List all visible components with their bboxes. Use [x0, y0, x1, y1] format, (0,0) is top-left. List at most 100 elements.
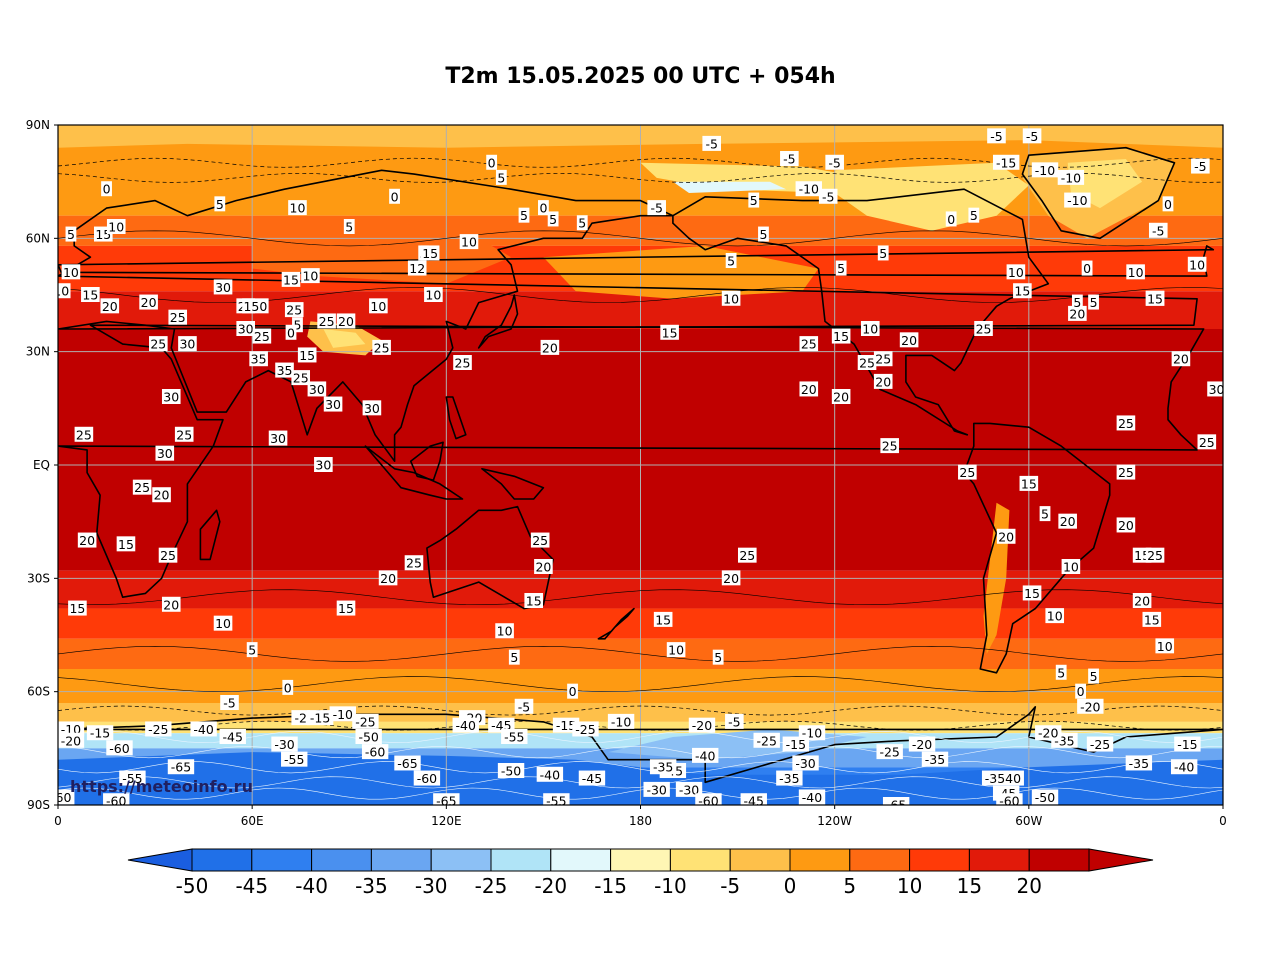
contour-label: 10 [495, 623, 514, 639]
svg-text:-15: -15 [1177, 737, 1197, 752]
contour-label: 25 [1116, 464, 1136, 480]
svg-text:-30: -30 [274, 737, 294, 752]
colorbar-label: -35 [355, 874, 388, 898]
contour-label: -45 [578, 770, 606, 786]
svg-text:-5: -5 [705, 136, 717, 151]
colorbar-segment [729, 848, 791, 872]
contour-label: -25 [145, 721, 172, 737]
colorbar-label: 15 [957, 874, 982, 898]
colorbar-segment [311, 848, 372, 872]
contour-labels: -5-5-5-5-5050510505105055-5555-10-555051… [58, 128, 1223, 809]
svg-text:30: 30 [309, 382, 325, 397]
contour-label: -10 [795, 181, 822, 197]
svg-text:-60: -60 [999, 794, 1019, 809]
contour-label: 5 [246, 642, 258, 658]
svg-text:0: 0 [284, 680, 292, 695]
svg-text:20: 20 [338, 314, 354, 329]
svg-text:-65: -65 [397, 756, 417, 771]
contour-label: 15 [1142, 611, 1162, 627]
colorbar-label: -30 [415, 874, 448, 898]
svg-text:10: 10 [290, 201, 306, 216]
contour-label: -60 [996, 793, 1023, 809]
contour-label: 5 [1039, 506, 1051, 522]
svg-text:-20: -20 [692, 718, 712, 733]
svg-text:-35: -35 [925, 752, 945, 767]
contour-label: -5 [220, 695, 239, 711]
contour-label: 20 [1116, 517, 1136, 533]
japan-outline [477, 294, 519, 349]
svg-text:-5: -5 [223, 696, 235, 711]
isotherm-line [58, 676, 1223, 692]
contour-label: 20 [77, 532, 97, 548]
contour-label: -25 [1086, 736, 1114, 752]
contour-label: 5 [1088, 668, 1099, 684]
contour-label: 0 [1075, 683, 1087, 699]
lon-tick-label: 60W [1015, 814, 1042, 828]
svg-text:-5: -5 [783, 152, 795, 167]
contour-label: -5 [514, 698, 534, 714]
svg-text:-65: -65 [171, 760, 191, 775]
contour-label: 10 [459, 234, 479, 250]
svg-text:-15: -15 [556, 718, 576, 733]
contour-label: -20 [58, 732, 85, 748]
contour-label: 20 [336, 313, 356, 329]
svg-text:-20: -20 [1080, 699, 1100, 714]
lon-tick-label: 0 [1219, 814, 1227, 828]
svg-text:15: 15 [118, 537, 134, 552]
svg-text:5: 5 [1090, 295, 1098, 310]
contour-label: 5 [725, 253, 737, 269]
contour-label: 25 [284, 302, 304, 318]
svg-text:10: 10 [862, 322, 878, 337]
svg-text:30: 30 [238, 322, 254, 337]
svg-text:10: 10 [215, 616, 231, 631]
colorbar-label: -40 [295, 874, 328, 898]
svg-text:5: 5 [879, 246, 887, 261]
svg-text:-60: -60 [106, 794, 126, 809]
contour-label: 25 [799, 336, 819, 352]
colorbar-segment [849, 848, 911, 872]
svg-text:5: 5 [67, 227, 75, 242]
svg-text:0: 0 [947, 212, 955, 227]
arctic-cold-pocket [672, 181, 787, 193]
contour-label: -40 [190, 721, 217, 737]
colorbar: -50 -45 -40 -35 -30 -25 -20 -15 -10 -5 0 5 10 15 20 [127, 848, 1154, 898]
contour-label: 5 [1055, 664, 1067, 680]
contour-label: 10 [58, 283, 71, 299]
svg-text:-35: -35 [653, 760, 673, 775]
svg-text:30: 30 [163, 390, 179, 405]
svg-text:-30: -30 [679, 782, 699, 797]
svg-text:-35: -35 [779, 771, 799, 786]
svg-text:15: 15 [655, 612, 671, 627]
contour-label: -15 [86, 725, 114, 741]
contour-label: 150 [242, 298, 269, 314]
svg-text:-50: -50 [358, 730, 378, 745]
colorbar-segment [968, 848, 1030, 872]
antarctic-isotherm [58, 746, 1223, 759]
colorbar-segment [191, 848, 253, 872]
contour-label: -25 [753, 732, 780, 748]
lat-tick-label: EQ [33, 458, 50, 472]
borneo-outline [409, 441, 444, 481]
svg-text:0: 0 [287, 325, 295, 340]
contour-label: -40 [452, 717, 479, 733]
svg-text:30: 30 [270, 431, 286, 446]
svg-text:25: 25 [170, 310, 186, 325]
svg-text:5: 5 [1073, 295, 1081, 310]
svg-text:10: 10 [1008, 265, 1024, 280]
svg-text:-55: -55 [546, 794, 566, 809]
svg-text:20: 20 [141, 295, 157, 310]
lat-tick-label: 30N [26, 345, 50, 359]
contour-label: -55 [119, 770, 146, 786]
svg-text:-5: -5 [990, 129, 1002, 144]
svg-text:-40: -40 [1174, 760, 1194, 775]
svg-text:-10: -10 [611, 714, 631, 729]
contour-label: 10 [213, 615, 233, 631]
svg-text:-25: -25 [575, 722, 595, 737]
contour-label: 5 [547, 211, 559, 227]
contour-label: 5 [748, 192, 760, 208]
contour-label: -5 [1022, 128, 1042, 144]
svg-text:-10: -10 [799, 182, 819, 197]
svg-text:0: 0 [1083, 261, 1091, 276]
svg-text:5: 5 [837, 261, 845, 276]
svg-text:10: 10 [302, 269, 318, 284]
